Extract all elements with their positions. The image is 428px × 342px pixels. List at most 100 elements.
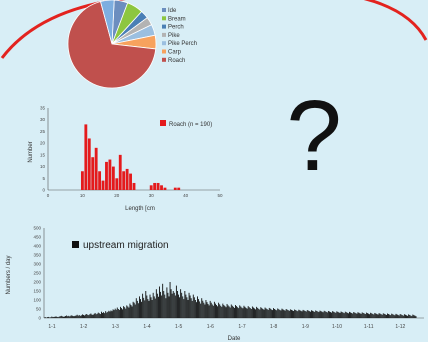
timeseries-bar [325,311,327,318]
timeseries-bar [144,300,146,318]
timeseries-bar [94,312,96,318]
timeseries-bar [118,309,120,318]
timeseries-bar [300,310,302,318]
timeseries-x-tick: 1-2 [80,324,87,330]
timeseries-bar [365,312,367,318]
histogram-bar [84,124,88,190]
histogram-x-label: Length [cm [125,206,155,212]
timeseries-bar [199,301,201,318]
timeseries-bar [194,300,196,318]
timeseries-bar [396,314,398,318]
timeseries-bar [248,307,250,318]
histogram-bar [149,185,153,190]
histogram-x-tick: 0 [47,193,50,198]
timeseries-bar [412,314,414,318]
timeseries-bar [130,305,132,318]
timeseries-y-tick: 300 [33,262,41,267]
timeseries-bar [163,291,165,318]
timeseries-x-tick: 1-3 [112,324,119,330]
histogram-ticks: 0 10 20 30 40 50 0 5 10 15 20 25 30 35 [40,106,223,199]
timeseries-bar [60,315,62,318]
timeseries-y-label: Numbers / day [6,255,12,294]
histogram-bar [101,180,105,190]
timeseries-bar [270,309,272,318]
pie-slice [100,0,115,45]
timeseries-bar [219,304,221,318]
timeseries-bar [56,316,58,318]
timeseries-bar [109,311,111,318]
timeseries-bar [371,313,373,318]
timeseries-bar [178,294,179,318]
histogram-x-tick: 50 [217,193,223,198]
timeseries-bar [151,300,153,318]
timeseries-ticks: 1-1 1-2 1-3 1-4 1-5 1-6 1-7 1-8 1-9 1-10 1-11 1-12 0… [33,226,405,331]
timeseries-bar [242,308,244,318]
timeseries-bar [166,287,168,318]
timeseries-bar [137,303,139,318]
timeseries-bar [361,312,363,318]
timeseries-bar [114,308,116,318]
timeseries-legend: upstream migration [83,240,169,251]
timeseries-bar [106,312,108,318]
timeseries-bar [259,309,261,318]
timeseries-bar [216,305,217,318]
timeseries-bar [405,314,406,318]
timeseries-bar [123,306,125,318]
timeseries-bar [414,315,416,318]
timeseries-bar [54,316,56,318]
histogram-y-tick: 30 [40,117,46,122]
question-mark: ? [286,80,342,192]
timeseries-bar [171,293,173,318]
timeseries-bar [318,312,320,318]
timeseries-bar [74,315,76,318]
timeseries-bar [369,314,371,318]
histogram-bar [153,182,157,190]
timeseries-bar [146,295,148,318]
timeseries-bar [310,311,311,318]
timeseries-bar [108,310,110,318]
timeseries-bar [47,317,49,318]
timeseries-bar [142,293,144,318]
timeseries-y-tick: 400 [33,244,41,249]
timeseries-bar [120,306,121,318]
timeseries-bar [304,310,306,318]
timeseries-bar [141,301,143,318]
histogram-y-tick: 25 [40,129,46,134]
timeseries-bar [277,308,279,318]
histogram-y-tick: 20 [40,141,46,146]
timeseries-y-tick: 250 [33,271,41,276]
timeseries-bar [187,300,189,318]
timeseries-bar [406,315,407,318]
pie-legend-swatch [162,8,166,12]
timeseries-bar [410,315,412,318]
timeseries-bar [258,308,260,318]
timeseries-bar [303,310,305,318]
timeseries-bar [209,300,211,318]
timeseries-bar [169,282,171,318]
timeseries-bar [375,313,377,318]
timeseries-bar [236,306,238,318]
timeseries-bar [153,296,155,318]
timeseries-bar [91,314,93,318]
timeseries-bar [374,312,376,318]
timeseries-bar [227,305,229,318]
timeseries-x-tick: 1-12 [395,324,405,330]
timeseries-bar [208,305,210,318]
timeseries-bar [211,304,213,318]
timeseries-bar [392,314,394,318]
pie-legend-swatch [162,24,166,29]
timeseries-bar [232,306,234,318]
timeseries-bar [256,306,258,318]
timeseries-bar [76,314,78,318]
timeseries-bar [393,314,395,318]
timeseries-bar [358,312,360,318]
timeseries-bar [267,309,269,318]
timeseries-bar [135,298,137,318]
histogram-y-tick: 10 [40,164,46,169]
timeseries-bar [225,307,227,318]
timeseries-bar [360,313,362,318]
timeseries-bar [158,296,159,318]
timeseries-bar [165,298,167,318]
timeseries-bar [122,309,124,318]
timeseries-bar [244,306,246,318]
